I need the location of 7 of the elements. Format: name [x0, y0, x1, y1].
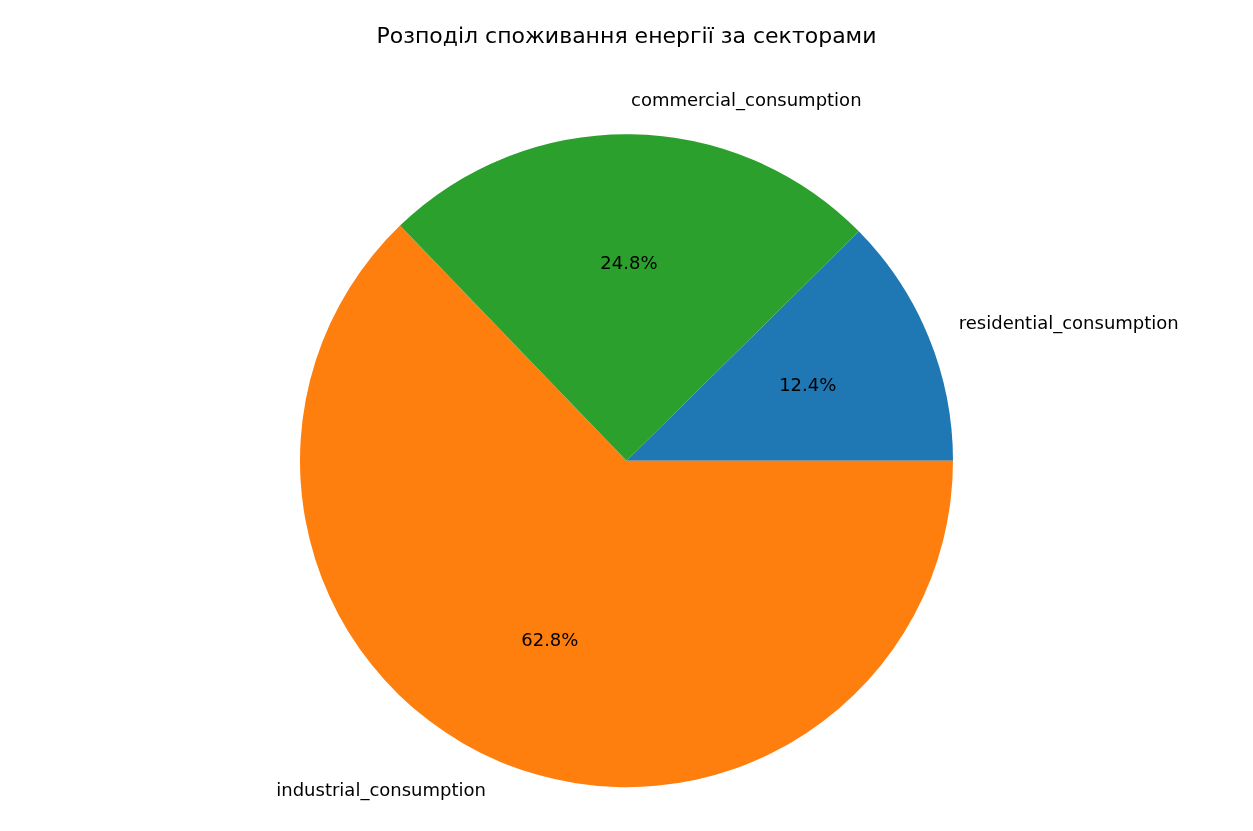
slice-label: industrial_consumption: [276, 778, 486, 801]
chart-title: Розподіл споживання енергії за секторами: [376, 22, 877, 48]
data-label: 62.8%: [521, 628, 579, 650]
data-label: 24.8%: [600, 252, 658, 274]
slice-label: commercial_consumption: [631, 89, 862, 112]
data-label: 12.4%: [779, 373, 837, 395]
slice-label: residential_consumption: [958, 311, 1179, 334]
